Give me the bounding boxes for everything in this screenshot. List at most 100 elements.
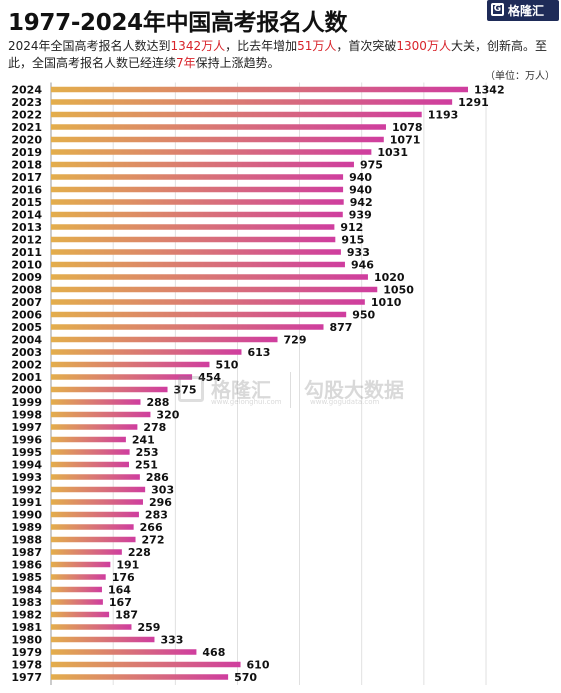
value-label: 468 — [202, 646, 225, 659]
bar — [51, 549, 122, 555]
bar — [51, 336, 278, 343]
value-label: 975 — [360, 159, 383, 172]
year-tick-label: 1983 — [11, 596, 42, 609]
chart-title: 1977-2024年中国高考报名人数 — [8, 10, 348, 36]
value-label: 940 — [349, 171, 372, 184]
value-label: 272 — [142, 534, 165, 547]
value-label: 251 — [135, 459, 158, 472]
year-tick-label: 1995 — [11, 446, 42, 459]
value-label: 296 — [149, 496, 172, 509]
value-label: 613 — [247, 346, 270, 359]
year-tick-label: 1982 — [11, 609, 42, 622]
year-tick-label: 1980 — [11, 634, 42, 647]
bar — [51, 174, 344, 180]
value-label: 228 — [128, 546, 151, 559]
bar — [51, 161, 354, 168]
year-tick-label: 2012 — [11, 234, 42, 247]
bar — [51, 461, 129, 468]
subtitle-highlight-4: 7年 — [176, 56, 196, 70]
value-label: 303 — [151, 484, 174, 497]
bar — [51, 636, 155, 643]
subtitle-text-2: ，比去年增加 — [225, 39, 298, 53]
value-label: 266 — [140, 521, 163, 534]
year-tick-label: 2020 — [11, 134, 42, 147]
value-label: 1078 — [392, 121, 423, 134]
year-tick-label: 1986 — [11, 559, 42, 572]
value-label: 176 — [112, 571, 135, 584]
value-label: 191 — [116, 559, 139, 572]
bar — [51, 249, 341, 255]
year-tick-label: 2009 — [11, 271, 42, 284]
subtitle-highlight-1: 1342万人 — [170, 39, 226, 53]
value-label: 510 — [215, 359, 238, 372]
year-tick-label: 1984 — [11, 584, 42, 597]
bar — [51, 186, 344, 193]
bar — [51, 586, 102, 593]
value-label: 1342 — [474, 84, 505, 97]
year-tick-label: 2017 — [11, 171, 42, 184]
bar — [51, 474, 140, 480]
year-tick-label: 2011 — [11, 246, 42, 259]
bar — [51, 149, 372, 155]
value-label: 1020 — [374, 271, 405, 284]
bar — [51, 524, 134, 530]
value-label: 1071 — [390, 134, 421, 147]
year-tick-label: 2022 — [11, 109, 42, 122]
year-tick-label: 1998 — [11, 409, 42, 422]
gridlines — [50, 82, 487, 685]
bar — [51, 374, 193, 380]
bar — [51, 311, 347, 318]
value-label: 940 — [349, 184, 372, 197]
year-tick-label: 2000 — [11, 384, 42, 397]
subtitle-text-4: 大关，创新高。至此，全国高考报名人数已经连续 — [8, 39, 547, 70]
year-tick-label: 1977 — [11, 671, 42, 684]
bar — [51, 349, 242, 355]
bars — [51, 86, 468, 680]
value-label: 1193 — [428, 109, 459, 122]
bar — [51, 124, 386, 130]
value-label: 1010 — [371, 296, 402, 309]
bar — [51, 286, 378, 293]
bar — [51, 611, 110, 618]
year-tick-label: 2006 — [11, 309, 42, 322]
value-label: 912 — [340, 221, 363, 234]
year-tick-label: 2021 — [11, 121, 42, 134]
value-label: 570 — [234, 671, 257, 684]
year-tick-label: 1978 — [11, 659, 42, 672]
year-tick-label: 2004 — [11, 334, 42, 347]
value-label: 1050 — [383, 284, 414, 297]
bar — [51, 449, 130, 455]
value-label: 729 — [284, 334, 307, 347]
value-label: 1291 — [458, 96, 489, 109]
subtitle-highlight-3: 1300万人 — [396, 39, 451, 53]
bar — [51, 561, 111, 568]
value-label: 610 — [247, 659, 270, 672]
gelonghui-logo: G 格隆汇 — [487, 0, 559, 21]
value-label: 167 — [109, 596, 132, 609]
value-label: 454 — [198, 371, 221, 384]
bar — [51, 236, 336, 243]
year-tick-label: 1987 — [11, 546, 42, 559]
year-tick-label: 2015 — [11, 196, 42, 209]
bar — [51, 361, 210, 368]
bar — [51, 511, 139, 518]
year-tick-label: 1985 — [11, 571, 42, 584]
subtitle-highlight-2: 51万人 — [297, 39, 337, 53]
bar — [51, 324, 324, 330]
year-tick-label: 1999 — [11, 396, 42, 409]
bar — [51, 674, 229, 680]
year-tick-label: 2013 — [11, 221, 42, 234]
year-tick-label: 2018 — [11, 159, 42, 172]
year-tick-label: 2008 — [11, 284, 42, 297]
value-label: 915 — [341, 234, 364, 247]
year-tick-label: 1979 — [11, 646, 42, 659]
value-label: 939 — [349, 209, 372, 222]
labels: 2024 1342 2023 1291 2022 1193 2021 1078 2020 1071… — [11, 84, 504, 685]
year-tick-label: 1992 — [11, 484, 42, 497]
year-tick-label: 1994 — [11, 459, 42, 472]
year-tick-label: 1993 — [11, 471, 42, 484]
bar — [51, 411, 151, 418]
value-label: 253 — [136, 446, 159, 459]
value-label: 320 — [156, 409, 179, 422]
